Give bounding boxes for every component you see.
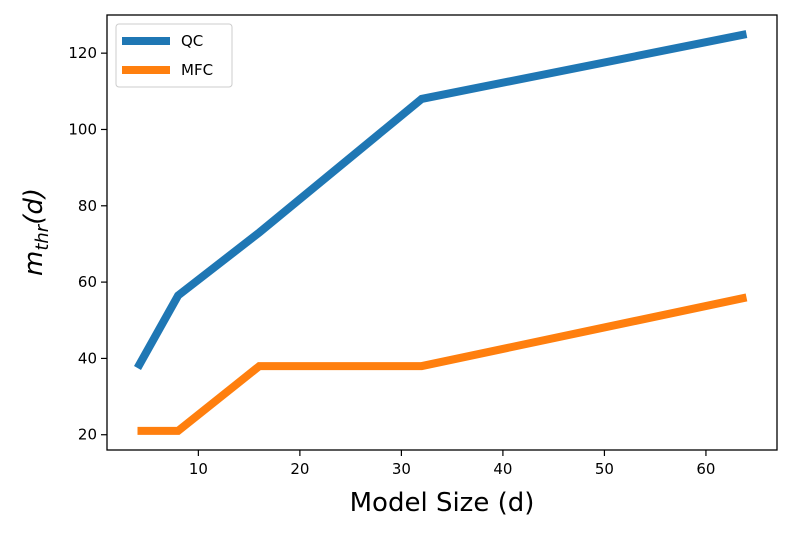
y-tick-label: 100 [68, 120, 97, 138]
x-axis: 10 20 30 40 50 60 [189, 450, 715, 478]
y-axis-title: mthr(d) [19, 188, 53, 276]
y-tick-label: 20 [78, 426, 97, 444]
legend-box [115, 23, 233, 88]
x-tick-label: 20 [290, 460, 309, 478]
plot-frame [106, 14, 778, 451]
y-tick-label: 80 [78, 197, 97, 215]
y-axis: 20 40 60 80 100 120 [68, 44, 107, 444]
x-axis-title: Model Size (d) [350, 488, 535, 518]
y-tick-label: 40 [78, 349, 97, 367]
legend-label-qc: QC [181, 32, 203, 50]
legend-label-mfc: MFC [181, 61, 213, 79]
x-tick-label: 60 [696, 460, 715, 478]
y-tick-label: 120 [68, 44, 97, 62]
x-tick-label: 40 [493, 460, 512, 478]
y-axis-title-suffix: (d) [19, 188, 49, 225]
x-tick-label: 10 [189, 460, 208, 478]
y-axis-title-subscript: thr [32, 223, 53, 250]
y-tick-label: 60 [78, 273, 97, 291]
plot-layer [134, 30, 748, 435]
legend: QC MFC [115, 23, 233, 88]
x-tick-label: 30 [392, 460, 411, 478]
y-axis-title-base: m [19, 251, 49, 276]
x-tick-label: 50 [595, 460, 614, 478]
